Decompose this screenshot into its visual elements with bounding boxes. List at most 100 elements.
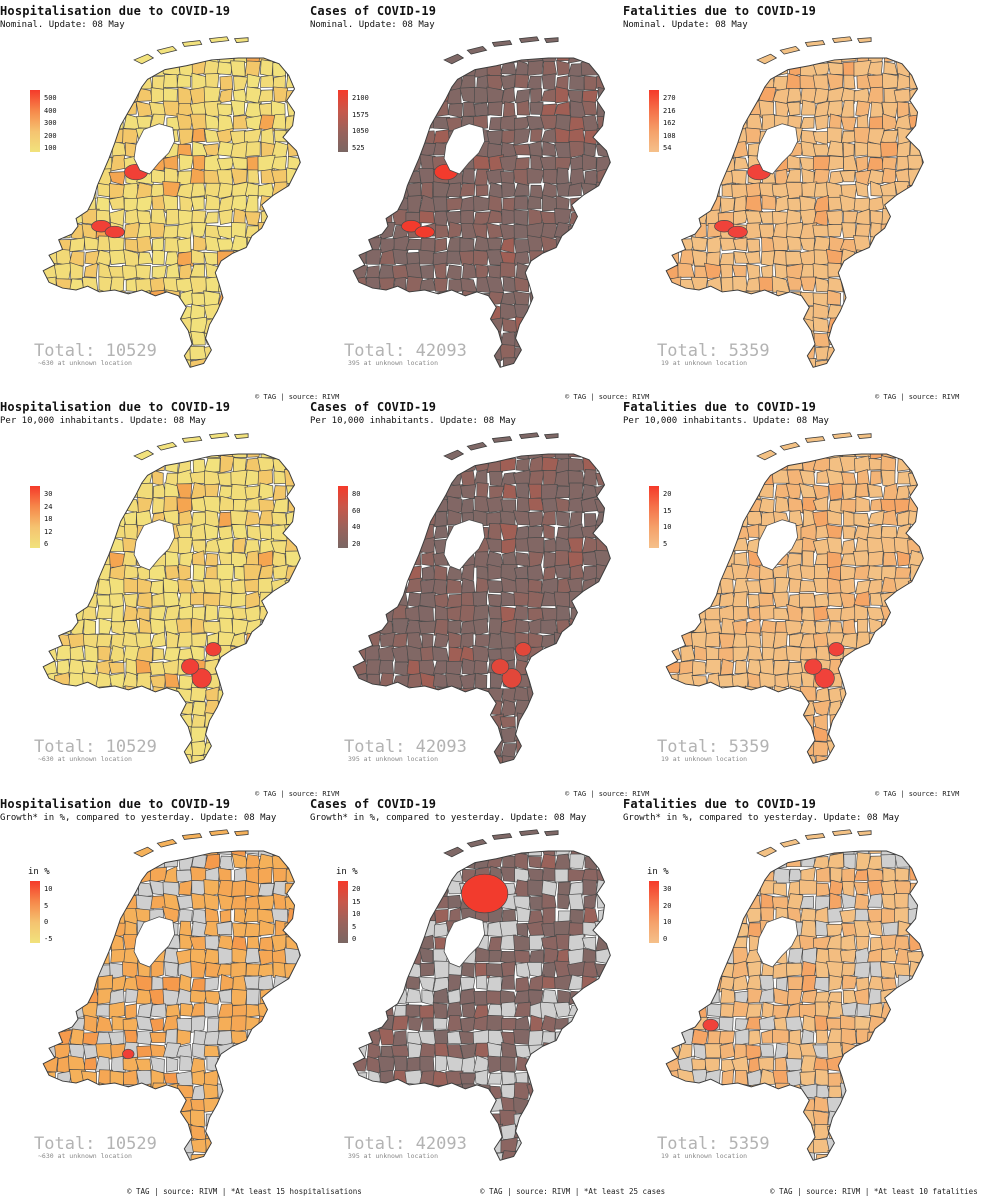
- municipality: [541, 483, 558, 501]
- municipality: [284, 357, 300, 368]
- wadden-island: [491, 833, 513, 840]
- municipality: [245, 647, 262, 661]
- municipality: [583, 454, 600, 460]
- municipality: [270, 1109, 287, 1127]
- municipality: [513, 195, 529, 210]
- municipality: [136, 592, 153, 609]
- municipality: [166, 631, 180, 650]
- municipality: [431, 1109, 449, 1126]
- municipality: [271, 223, 289, 241]
- municipality: [95, 129, 111, 144]
- municipality: [581, 329, 599, 348]
- municipality: [896, 851, 911, 855]
- municipality: [299, 920, 301, 937]
- municipality: [230, 645, 248, 661]
- municipality: [774, 372, 789, 378]
- municipality: [286, 1030, 301, 1046]
- municipality: [880, 700, 899, 717]
- municipality: [151, 754, 167, 764]
- municipality: [300, 768, 310, 774]
- municipality: [841, 974, 858, 990]
- municipality: [869, 454, 882, 460]
- municipality: [418, 852, 437, 870]
- municipality: [882, 768, 895, 774]
- municipality: [827, 224, 843, 237]
- municipality: [353, 851, 356, 858]
- municipality: [907, 317, 924, 335]
- municipality: [351, 372, 368, 378]
- municipality: [568, 633, 584, 649]
- municipality: [271, 577, 287, 595]
- municipality: [567, 1111, 585, 1128]
- municipality: [880, 741, 896, 756]
- municipality: [43, 317, 57, 335]
- municipality: [54, 713, 72, 730]
- municipality: [908, 58, 924, 63]
- municipality: [609, 976, 611, 993]
- municipality: [111, 317, 126, 333]
- municipality: [541, 1069, 557, 1087]
- municipality: [473, 86, 488, 104]
- municipality: [666, 578, 668, 594]
- municipality: [353, 235, 356, 253]
- municipality: [45, 371, 58, 378]
- municipality: [609, 292, 611, 307]
- municipality: [353, 59, 367, 78]
- municipality: [582, 755, 598, 764]
- municipality: [513, 934, 531, 951]
- municipality: [111, 605, 124, 623]
- municipality: [707, 58, 723, 64]
- municipality: [719, 851, 736, 855]
- municipality: [110, 633, 127, 650]
- municipality: [720, 617, 735, 635]
- municipality: [432, 987, 449, 1004]
- municipality: [759, 1110, 777, 1127]
- municipality: [217, 304, 233, 322]
- municipality: [407, 686, 421, 704]
- municipality: [581, 58, 600, 64]
- municipality: [108, 1031, 125, 1046]
- municipality: [272, 498, 289, 514]
- municipality: [447, 372, 462, 378]
- municipality: [801, 989, 818, 1004]
- municipality: [907, 330, 924, 348]
- municipality: [230, 658, 248, 677]
- municipality: [569, 853, 586, 870]
- municipality: [612, 141, 620, 158]
- municipality: [867, 142, 883, 158]
- municipality: [122, 61, 140, 78]
- municipality: [272, 700, 289, 717]
- municipality: [461, 305, 475, 320]
- municipality: [555, 770, 571, 774]
- municipality: [894, 592, 910, 606]
- municipality: [924, 305, 933, 320]
- municipality: [652, 371, 666, 378]
- municipality: [206, 770, 221, 774]
- municipality: [735, 374, 749, 378]
- municipality: [773, 741, 790, 757]
- municipality: [907, 699, 924, 717]
- municipality: [43, 293, 44, 306]
- municipality: [138, 617, 154, 635]
- municipality: [474, 687, 491, 704]
- municipality: [666, 249, 669, 267]
- municipality: [393, 685, 408, 703]
- municipality: [747, 471, 760, 488]
- municipality: [842, 343, 856, 361]
- municipality: [732, 646, 750, 663]
- municipality: [219, 75, 234, 91]
- municipality: [378, 713, 397, 731]
- municipality: [568, 373, 585, 378]
- netherlands-map: [351, 36, 620, 378]
- municipality: [354, 76, 368, 89]
- municipality: [446, 1001, 463, 1018]
- municipality: [432, 316, 450, 333]
- map-area: [330, 28, 620, 378]
- municipality: [43, 235, 59, 254]
- municipality: [828, 767, 842, 774]
- municipality: [57, 1070, 73, 1087]
- municipality: [353, 289, 356, 308]
- municipality: [516, 922, 529, 938]
- municipality: [121, 456, 139, 472]
- wadden-island: [856, 433, 872, 439]
